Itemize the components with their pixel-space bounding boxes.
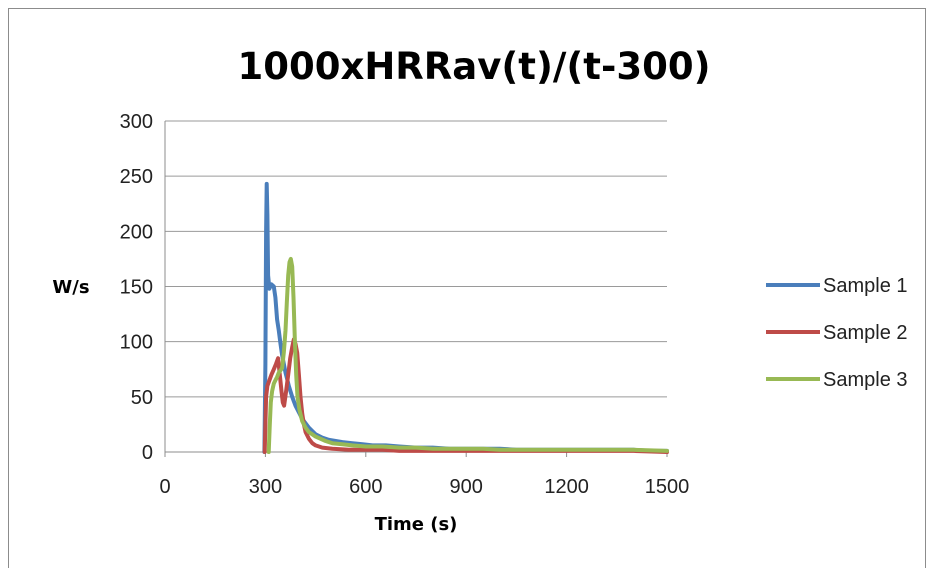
y-tick-label: 0 [142, 442, 153, 464]
y-tick-label: 300 [120, 111, 153, 133]
x-tick-label: 1500 [645, 476, 690, 498]
series-line-1 [262, 181, 669, 454]
x-tick-label: 900 [450, 476, 483, 498]
y-axis-label: W/s [52, 277, 89, 298]
legend: Sample 1 Sample 2 Sample 3 [766, 275, 908, 391]
gridlines [164, 120, 668, 457]
chart-frame [8, 8, 926, 568]
x-tick-label: 0 [159, 476, 170, 498]
chart-title: 1000xHRRav(t)/(t-300) [238, 45, 711, 88]
legend-label-3: Sample 3 [823, 369, 908, 391]
y-tick-label: 200 [120, 221, 153, 243]
y-tick-labels: 0 50 100 150 200 250 300 [120, 111, 153, 464]
x-tick-labels: 0 300 600 900 1200 1500 [159, 476, 689, 498]
y-tick-label: 50 [131, 387, 153, 409]
legend-label-1: Sample 1 [823, 275, 908, 297]
x-tick-label: 1200 [544, 476, 589, 498]
x-tick-label: 300 [249, 476, 282, 498]
series-line-2 [262, 337, 669, 454]
y-tick-label: 250 [120, 166, 153, 188]
legend-label-2: Sample 2 [823, 322, 908, 344]
y-tick-label: 150 [120, 277, 153, 299]
y-tick-label: 100 [120, 332, 153, 354]
series-line-3 [266, 256, 669, 454]
series-lines [262, 181, 669, 454]
x-axis-label: Time (s) [375, 514, 458, 535]
x-tick-label: 600 [349, 476, 382, 498]
